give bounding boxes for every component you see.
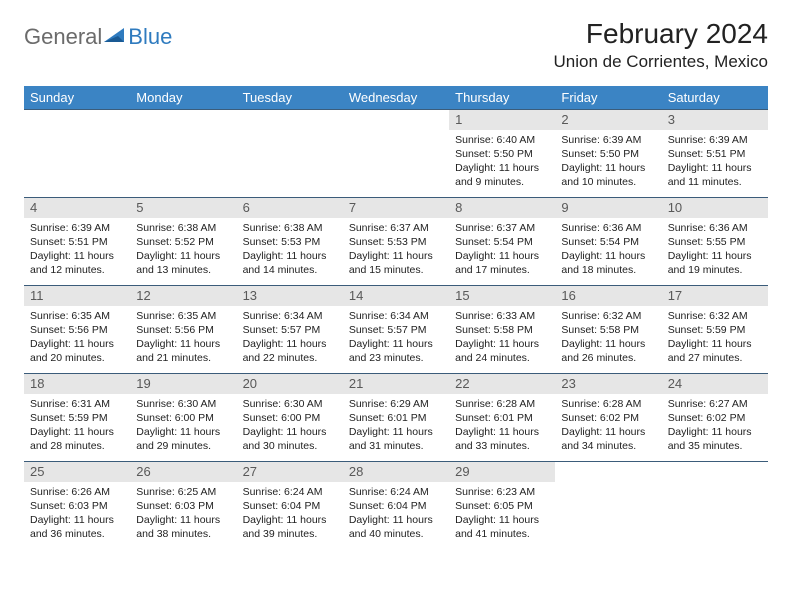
location-text: Union de Corrientes, Mexico: [554, 52, 768, 72]
day-content: Sunrise: 6:34 AMSunset: 5:57 PMDaylight:…: [237, 306, 343, 374]
logo-text-general: General: [24, 24, 102, 50]
day-header: Tuesday: [237, 86, 343, 110]
day-content: Sunrise: 6:28 AMSunset: 6:01 PMDaylight:…: [449, 394, 555, 462]
day-number: 25: [24, 462, 130, 482]
day-content: Sunrise: 6:38 AMSunset: 5:52 PMDaylight:…: [130, 218, 236, 286]
day-header: Wednesday: [343, 86, 449, 110]
calendar-body: 123Sunrise: 6:40 AMSunset: 5:50 PMDaylig…: [24, 110, 768, 550]
day-number: 5: [130, 198, 236, 218]
day-number: [343, 110, 449, 130]
day-number: 7: [343, 198, 449, 218]
day-number: 26: [130, 462, 236, 482]
day-number: 11: [24, 286, 130, 306]
day-content-row: Sunrise: 6:39 AMSunset: 5:51 PMDaylight:…: [24, 218, 768, 286]
day-number: 3: [662, 110, 768, 130]
day-content: [237, 130, 343, 198]
day-content: Sunrise: 6:24 AMSunset: 6:04 PMDaylight:…: [237, 482, 343, 550]
day-number: 9: [555, 198, 661, 218]
month-title: February 2024: [554, 18, 768, 50]
day-content: Sunrise: 6:36 AMSunset: 5:54 PMDaylight:…: [555, 218, 661, 286]
day-content-row: Sunrise: 6:31 AMSunset: 5:59 PMDaylight:…: [24, 394, 768, 462]
day-number: 27: [237, 462, 343, 482]
day-content-row: Sunrise: 6:26 AMSunset: 6:03 PMDaylight:…: [24, 482, 768, 550]
day-number-row: 123: [24, 110, 768, 130]
day-header: Friday: [555, 86, 661, 110]
day-header: Sunday: [24, 86, 130, 110]
day-number: 23: [555, 374, 661, 394]
day-header: Saturday: [662, 86, 768, 110]
day-content: Sunrise: 6:25 AMSunset: 6:03 PMDaylight:…: [130, 482, 236, 550]
logo: General Blue: [24, 18, 172, 50]
day-content: Sunrise: 6:39 AMSunset: 5:50 PMDaylight:…: [555, 130, 661, 198]
day-content: Sunrise: 6:38 AMSunset: 5:53 PMDaylight:…: [237, 218, 343, 286]
title-block: February 2024 Union de Corrientes, Mexic…: [554, 18, 768, 72]
day-header: Thursday: [449, 86, 555, 110]
day-number: [237, 110, 343, 130]
day-content: Sunrise: 6:27 AMSunset: 6:02 PMDaylight:…: [662, 394, 768, 462]
day-content: Sunrise: 6:30 AMSunset: 6:00 PMDaylight:…: [237, 394, 343, 462]
day-number: [662, 462, 768, 482]
day-number: 12: [130, 286, 236, 306]
day-number-row: 2526272829: [24, 462, 768, 482]
day-content: Sunrise: 6:32 AMSunset: 5:59 PMDaylight:…: [662, 306, 768, 374]
day-number: 17: [662, 286, 768, 306]
day-content: Sunrise: 6:31 AMSunset: 5:59 PMDaylight:…: [24, 394, 130, 462]
day-content: Sunrise: 6:32 AMSunset: 5:58 PMDaylight:…: [555, 306, 661, 374]
day-content: Sunrise: 6:26 AMSunset: 6:03 PMDaylight:…: [24, 482, 130, 550]
day-number: [555, 462, 661, 482]
page-header: General Blue February 2024 Union de Corr…: [24, 18, 768, 72]
day-content: Sunrise: 6:39 AMSunset: 5:51 PMDaylight:…: [24, 218, 130, 286]
day-header-row: Sunday Monday Tuesday Wednesday Thursday…: [24, 86, 768, 110]
day-content: Sunrise: 6:35 AMSunset: 5:56 PMDaylight:…: [130, 306, 236, 374]
day-content: Sunrise: 6:29 AMSunset: 6:01 PMDaylight:…: [343, 394, 449, 462]
day-content: [130, 130, 236, 198]
day-number: [130, 110, 236, 130]
day-number: 21: [343, 374, 449, 394]
day-number: 16: [555, 286, 661, 306]
day-number-row: 45678910: [24, 198, 768, 218]
day-content: [662, 482, 768, 550]
day-content: Sunrise: 6:39 AMSunset: 5:51 PMDaylight:…: [662, 130, 768, 198]
day-number: 8: [449, 198, 555, 218]
day-content: [555, 482, 661, 550]
day-number: 2: [555, 110, 661, 130]
day-content: Sunrise: 6:36 AMSunset: 5:55 PMDaylight:…: [662, 218, 768, 286]
day-content: Sunrise: 6:37 AMSunset: 5:53 PMDaylight:…: [343, 218, 449, 286]
day-number: 4: [24, 198, 130, 218]
day-content-row: Sunrise: 6:35 AMSunset: 5:56 PMDaylight:…: [24, 306, 768, 374]
day-number: 10: [662, 198, 768, 218]
day-number: 19: [130, 374, 236, 394]
day-number: 29: [449, 462, 555, 482]
day-content: [343, 130, 449, 198]
day-content: Sunrise: 6:33 AMSunset: 5:58 PMDaylight:…: [449, 306, 555, 374]
day-content: Sunrise: 6:34 AMSunset: 5:57 PMDaylight:…: [343, 306, 449, 374]
day-number: 18: [24, 374, 130, 394]
logo-triangle-icon: [104, 26, 126, 49]
day-number: [24, 110, 130, 130]
day-number: 14: [343, 286, 449, 306]
day-content: Sunrise: 6:40 AMSunset: 5:50 PMDaylight:…: [449, 130, 555, 198]
day-content-row: Sunrise: 6:40 AMSunset: 5:50 PMDaylight:…: [24, 130, 768, 198]
day-header: Monday: [130, 86, 236, 110]
day-number: 24: [662, 374, 768, 394]
day-number: 1: [449, 110, 555, 130]
day-content: Sunrise: 6:28 AMSunset: 6:02 PMDaylight:…: [555, 394, 661, 462]
day-number-row: 11121314151617: [24, 286, 768, 306]
day-number: 15: [449, 286, 555, 306]
day-number: 28: [343, 462, 449, 482]
day-number: 22: [449, 374, 555, 394]
day-number: 13: [237, 286, 343, 306]
day-content: Sunrise: 6:23 AMSunset: 6:05 PMDaylight:…: [449, 482, 555, 550]
day-content: [24, 130, 130, 198]
day-content: Sunrise: 6:24 AMSunset: 6:04 PMDaylight:…: [343, 482, 449, 550]
day-content: Sunrise: 6:35 AMSunset: 5:56 PMDaylight:…: [24, 306, 130, 374]
day-content: Sunrise: 6:37 AMSunset: 5:54 PMDaylight:…: [449, 218, 555, 286]
day-number: 20: [237, 374, 343, 394]
day-number: 6: [237, 198, 343, 218]
day-content: Sunrise: 6:30 AMSunset: 6:00 PMDaylight:…: [130, 394, 236, 462]
logo-text-blue: Blue: [128, 24, 172, 50]
day-number-row: 18192021222324: [24, 374, 768, 394]
calendar-table: Sunday Monday Tuesday Wednesday Thursday…: [24, 86, 768, 550]
